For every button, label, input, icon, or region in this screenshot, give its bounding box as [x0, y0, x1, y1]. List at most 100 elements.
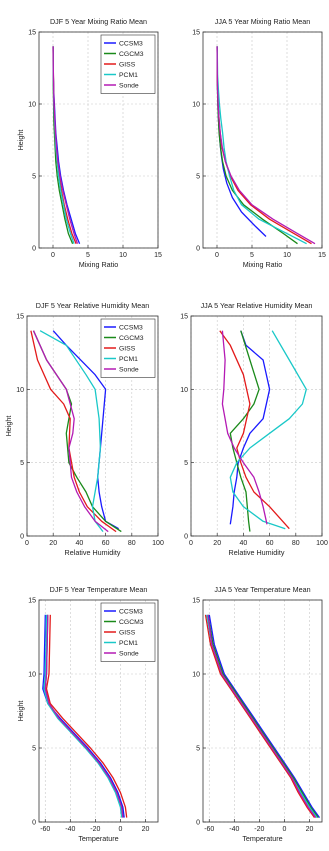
y-tick-label: 5: [32, 174, 36, 181]
x-axis-label: Temperature: [78, 834, 118, 843]
x-tick-label: 20: [49, 540, 57, 547]
plot-frame: [202, 599, 323, 823]
y-tick-label: 0: [32, 820, 36, 827]
plot-frame: [202, 31, 323, 249]
chart-panel-1: 0 5 10 15 0 5 10 15 DJF 5 Year Mixing Ratio Mean…: [16, 17, 162, 269]
legend-label-ccsm3: CCSM3: [119, 609, 143, 616]
y-tick-label: 0: [196, 820, 200, 827]
x-tick-label: 0: [282, 826, 286, 833]
legend-label-pcm1: PCM1: [119, 356, 138, 363]
series-line-pcm1: [43, 614, 123, 818]
series-line-pcm1: [39, 330, 104, 532]
x-axis-label: Mixing Ratio: [79, 260, 119, 269]
series-line-sonde: [216, 46, 316, 245]
x-tick-label: 0: [189, 540, 193, 547]
y-tick-label: 0: [20, 534, 24, 541]
series-line-sonde: [52, 46, 79, 244]
x-tick-label: 80: [292, 540, 300, 547]
y-axis-label: Height: [16, 130, 25, 151]
x-tick-label: -20: [254, 826, 264, 833]
series-line-ccsm3: [216, 46, 267, 237]
plot-frame: [38, 31, 159, 249]
y-tick-label: 0: [184, 534, 188, 541]
chart-title: DJF 5 Year Mixing Ratio Mean: [50, 17, 147, 26]
chart-panel-5: -60 -40 -20 0 20 0 5 10 15 DJF 5 Year Temperature…: [16, 585, 159, 843]
y-axis-label: Height: [4, 416, 13, 437]
y-tick-label: 15: [28, 30, 36, 37]
x-axis-label: Relative Humidity: [229, 548, 285, 557]
x-tick-label: 5: [86, 252, 90, 259]
x-tick-label: 100: [152, 540, 164, 547]
y-tick-label: 5: [184, 460, 188, 467]
legend: CCSM3 CGCM3 GISS PCM1 Sonde: [100, 318, 156, 378]
series-line-giss: [204, 614, 316, 818]
chart-panel-6: -60 -40 -20 0 20 0 5 10 15 JJA 5 Year Temperature…: [192, 585, 323, 843]
series-line-cgcm3: [229, 330, 260, 532]
series-line-sonde: [221, 330, 268, 525]
y-tick-label: 5: [20, 460, 24, 467]
y-axis-label: Height: [16, 701, 25, 722]
chart-title: JJA 5 Year Temperature Mean: [214, 585, 310, 594]
legend-label-pcm1: PCM1: [119, 72, 138, 79]
chart-panel-3: 0 20 40 60 80 100 0 5 10 15 DJF 5 Year Relative Hu…: [4, 301, 164, 557]
y-tick-label: 0: [196, 246, 200, 253]
chart-title: JJA 5 Year Mixing Ratio Mean: [215, 17, 311, 26]
x-tick-label: 0: [118, 826, 122, 833]
legend-label-giss: GISS: [119, 346, 136, 353]
x-tick-label: 15: [154, 252, 162, 259]
plot-frame: [38, 599, 159, 823]
x-tick-label: 15: [318, 252, 326, 259]
legend-label-sonde: Sonde: [119, 367, 139, 374]
y-tick-label: 10: [16, 387, 24, 394]
chart-panel-4: 0 20 40 60 80 100 0 5 10 15 JJA 5 Year Relative Hu…: [180, 301, 328, 557]
chart-title: DJF 5 Year Relative Humidity Mean: [36, 301, 149, 310]
x-axis-label: Relative Humidity: [65, 548, 121, 557]
series-line-cgcm3: [207, 614, 319, 818]
x-tick-label: -40: [229, 826, 239, 833]
y-tick-label: 10: [28, 102, 36, 109]
chart-title: DJF 5 Year Temperature Mean: [50, 585, 148, 594]
series-line-sonde: [44, 614, 124, 818]
x-tick-label: 60: [266, 540, 274, 547]
x-axis-label: Temperature: [242, 834, 282, 843]
x-tick-label: -60: [40, 826, 50, 833]
legend-label-ccsm3: CCSM3: [119, 325, 143, 332]
plot-frame: [26, 315, 159, 537]
series-line-pcm1: [216, 46, 307, 245]
x-tick-label: 20: [213, 540, 221, 547]
y-tick-label: 10: [180, 387, 188, 394]
x-axis-label: Mixing Ratio: [243, 260, 283, 269]
legend-label-ccsm3: CCSM3: [119, 41, 143, 48]
x-tick-label: 10: [283, 252, 291, 259]
legend-label-giss: GISS: [119, 630, 136, 637]
series-line-pcm1: [229, 330, 307, 530]
series-line-giss: [45, 614, 128, 818]
y-tick-label: 15: [28, 598, 36, 605]
chart-panel-2: 0 5 10 15 0 5 10 15 JJA 5 Year Mixing Ratio Mean…: [192, 17, 326, 269]
legend-label-sonde: Sonde: [119, 651, 139, 658]
legend: CCSM3 CGCM3 GISS PCM1 Sonde: [100, 34, 156, 94]
series-line-cgcm3: [216, 46, 298, 245]
y-tick-label: 10: [192, 672, 200, 679]
x-tick-label: 0: [215, 252, 219, 259]
x-tick-label: 60: [102, 540, 110, 547]
x-tick-label: 0: [51, 252, 55, 259]
series-line-giss: [219, 330, 290, 530]
x-tick-label: 100: [316, 540, 328, 547]
chart-title: JJA 5 Year Relative Humidity Mean: [201, 301, 313, 310]
series-line-ccsm3: [42, 614, 125, 818]
x-tick-label: 40: [76, 540, 84, 547]
legend: CCSM3 CGCM3 GISS PCM1 Sonde: [100, 602, 156, 662]
x-tick-label: -40: [65, 826, 75, 833]
legend-label-sonde: Sonde: [119, 83, 139, 90]
legend-label-cgcm3: CGCM3: [119, 51, 144, 58]
y-tick-label: 5: [32, 746, 36, 753]
y-tick-label: 0: [32, 246, 36, 253]
series-line-ccsm3: [208, 614, 321, 818]
y-tick-label: 10: [192, 102, 200, 109]
x-tick-label: 5: [250, 252, 254, 259]
x-tick-label: 20: [306, 826, 314, 833]
x-tick-label: 20: [142, 826, 150, 833]
y-tick-label: 15: [180, 314, 188, 321]
